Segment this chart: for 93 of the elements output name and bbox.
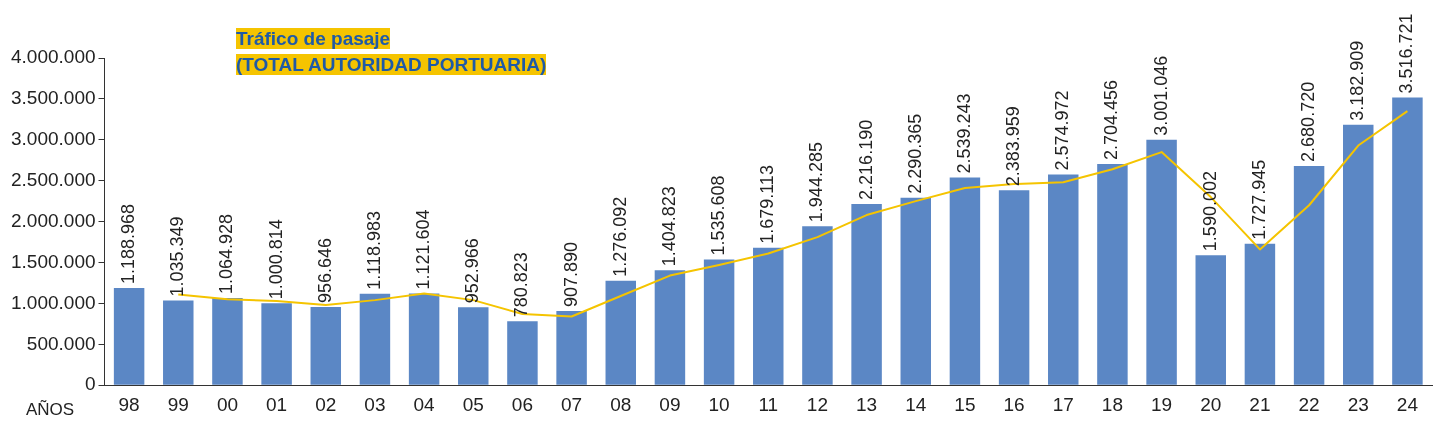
bar	[1293, 165, 1325, 385]
data-label: 2.704.456	[1101, 79, 1122, 160]
data-label: 3.001.046	[1150, 55, 1171, 136]
bar	[998, 190, 1030, 385]
chart-subtitle: (TOTAL AUTORIDAD PORTUARIA)	[236, 54, 547, 75]
data-label: 2.216.190	[855, 119, 876, 200]
bar	[261, 303, 292, 385]
data-label: 956.646	[314, 237, 335, 303]
data-label: 1.064.928	[216, 214, 237, 295]
data-label: 1.118.983	[363, 210, 384, 290]
x-tick-label: 04	[413, 393, 436, 415]
x-tick-label: 08	[610, 393, 632, 415]
bar	[900, 197, 931, 385]
bar	[507, 321, 538, 385]
bar	[1146, 139, 1177, 385]
x-tick-label: 22	[1298, 393, 1320, 415]
data-label: 1.188.968	[118, 203, 139, 284]
bar	[851, 203, 882, 385]
bar	[1343, 124, 1374, 385]
x-tick-label: 16	[1003, 393, 1025, 415]
x-tick-label: 98	[118, 393, 140, 415]
y-tick-label: 1.500.000	[10, 250, 96, 272]
x-tick-label: 17	[1052, 393, 1074, 415]
data-label: 1.121.604	[413, 209, 434, 290]
x-tick-label: 23	[1347, 393, 1369, 415]
x-tick-label: 20	[1200, 393, 1222, 415]
x-tick-label: 12	[806, 393, 828, 415]
bar	[1195, 255, 1226, 385]
y-tick-label: 2.500.000	[10, 168, 96, 190]
x-tick-label: 15	[954, 393, 976, 415]
bar	[703, 259, 735, 385]
y-tick-label: 500.000	[26, 332, 96, 354]
data-label: 1.404.823	[658, 186, 679, 267]
x-tick-label: 24	[1396, 393, 1419, 415]
data-label: 1.535.608	[708, 175, 729, 256]
bar	[458, 307, 489, 385]
chart-title: Tráfico de pasaje	[236, 28, 391, 49]
x-tick-label: 01	[266, 393, 288, 415]
x-tick-label: 00	[216, 393, 239, 415]
data-label: 3.182.909	[1347, 40, 1368, 121]
x-tick-label: 07	[561, 393, 583, 415]
data-label: 952.966	[462, 238, 483, 304]
x-tick-label: 18	[1101, 393, 1123, 415]
x-tick-label: 11	[758, 393, 779, 415]
data-label: 1.276.092	[609, 196, 630, 277]
data-label: 1.035.349	[167, 216, 188, 297]
data-label: 1.000.814	[265, 219, 286, 300]
x-tick-label: 09	[659, 393, 681, 415]
data-label: 1.679.113	[757, 165, 778, 244]
x-tick-label: 19	[1151, 393, 1173, 415]
data-label: 2.383.959	[1003, 106, 1024, 187]
x-tick-label: 10	[708, 393, 730, 415]
bar	[605, 280, 637, 385]
x-tick-label: 99	[167, 393, 189, 415]
bar	[310, 306, 342, 385]
bar	[753, 247, 784, 385]
y-tick-label: 4.000.000	[10, 46, 96, 68]
bar	[163, 300, 194, 385]
data-label: 1.944.285	[806, 142, 827, 223]
x-tick-label: 13	[856, 393, 878, 415]
y-tick-label: 0	[84, 373, 96, 395]
bar	[212, 298, 243, 385]
x-axis-title: AÑOS	[26, 400, 75, 420]
y-tick-label: 3.500.000	[10, 87, 96, 109]
data-label: 2.539.243	[953, 93, 974, 174]
bar	[1392, 97, 1423, 385]
bar	[556, 310, 587, 385]
y-tick-label: 3.000.000	[10, 128, 96, 150]
x-tick-label: 14	[905, 393, 927, 415]
data-label: 1.590.002	[1199, 171, 1220, 252]
bar	[113, 287, 145, 385]
y-tick-label: 1.000.000	[10, 291, 96, 313]
bar	[1097, 163, 1128, 385]
bar	[408, 293, 440, 385]
bar	[802, 226, 833, 385]
data-label: 1.727.945	[1248, 159, 1269, 240]
data-label: 2.290.365	[904, 113, 925, 194]
x-tick-label: 06	[511, 393, 533, 415]
bar	[1244, 243, 1276, 385]
bar	[1048, 174, 1079, 385]
data-label: 2.680.720	[1298, 81, 1319, 162]
x-tick-label: 21	[1249, 393, 1271, 415]
data-label: 3.516.721	[1396, 13, 1417, 94]
y-tick-label: 2.000.000	[10, 209, 96, 231]
bar	[949, 177, 981, 385]
x-tick-label: 03	[364, 393, 386, 415]
data-label: 780.823	[511, 252, 532, 318]
bar	[654, 270, 686, 385]
data-label: 907.890	[560, 241, 581, 307]
x-tick-label: 02	[315, 393, 337, 415]
x-tick-label: 05	[462, 393, 484, 415]
bar	[359, 293, 391, 385]
data-label: 2.574.972	[1052, 90, 1073, 171]
